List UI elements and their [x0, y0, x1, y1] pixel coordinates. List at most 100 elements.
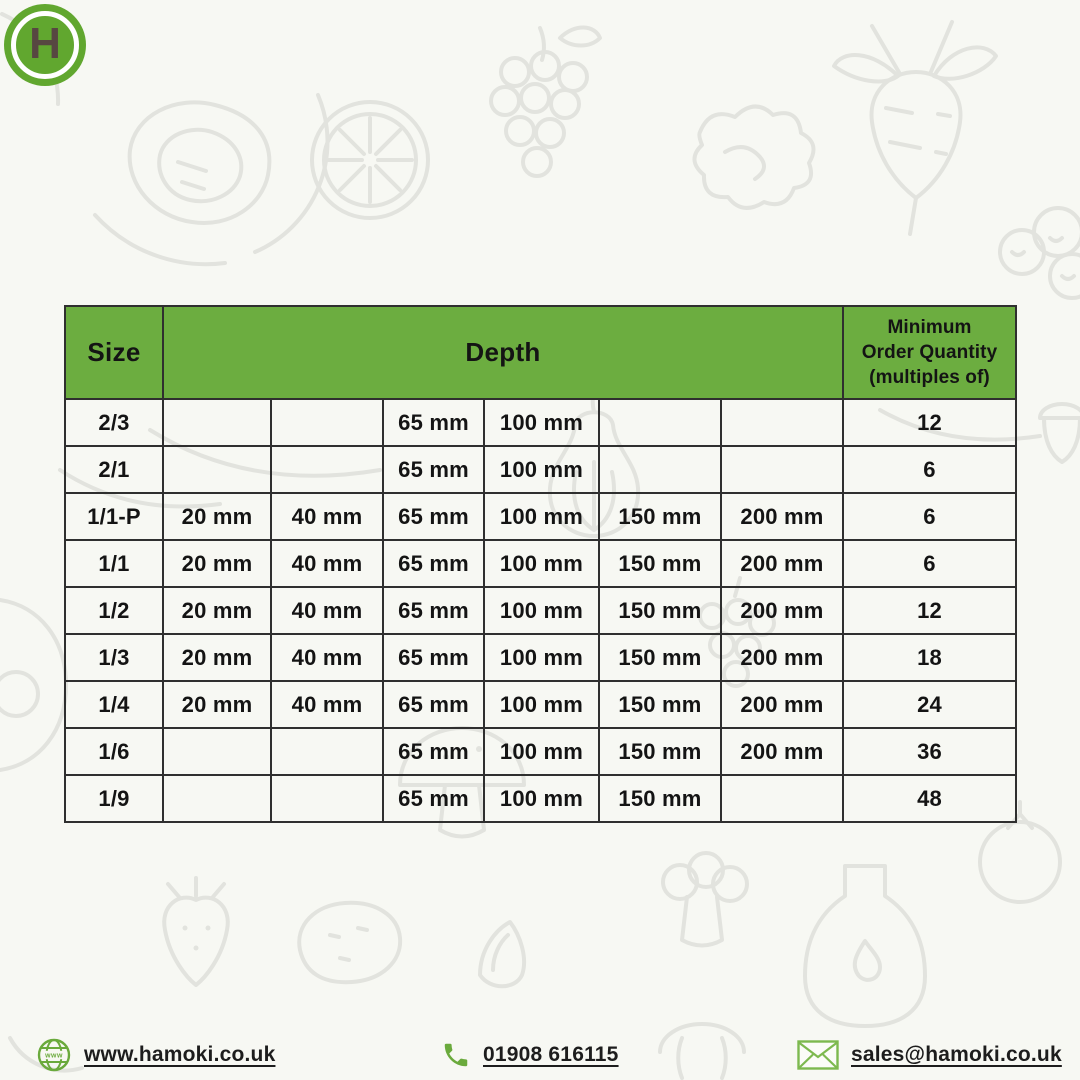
doodle-pumpkin: [658, 1022, 746, 1080]
depth-cell: 40 mm: [270, 539, 384, 588]
depth-cell: 40 mm: [270, 586, 384, 635]
moq-cell: 12: [842, 586, 1018, 635]
size-depth-table: Size Depth Minimum Order Quantity (multi…: [64, 305, 1018, 823]
depth-cell: 65 mm: [382, 680, 485, 729]
depth-cell: [598, 445, 722, 494]
depth-cell: 20 mm: [162, 586, 272, 635]
moq-header-line: (multiples of): [869, 367, 990, 389]
depth-cell: 40 mm: [270, 633, 384, 682]
depth-cell: 100 mm: [483, 586, 600, 635]
moq-cell: 12: [842, 398, 1018, 447]
size-cell: 1/1-P: [64, 492, 164, 541]
doodle-broccoli: [661, 851, 749, 948]
depth-cell: [270, 445, 384, 494]
depth-cell: 150 mm: [598, 774, 722, 823]
moq-cell: 48: [842, 774, 1018, 823]
depth-cell: [162, 398, 272, 447]
depth-cell: 100 mm: [483, 492, 600, 541]
depth-cell: 100 mm: [483, 727, 600, 776]
depth-cell: 65 mm: [382, 774, 485, 823]
depth-cell: 20 mm: [162, 492, 272, 541]
table-row: 1/4 20 mm 40 mm 65 mm 100 mm 150 mm 200 …: [64, 680, 1018, 729]
website-link[interactable]: www.hamoki.co.uk: [84, 1043, 276, 1066]
depth-cell: 100 mm: [483, 680, 600, 729]
depth-cell: [719, 445, 845, 494]
depth-cell: [162, 727, 272, 776]
depth-cell: 150 mm: [598, 539, 722, 588]
doodle-radish: [832, 20, 998, 236]
email-link[interactable]: sales@hamoki.co.uk: [851, 1043, 1062, 1066]
moq-cell: 36: [842, 727, 1018, 776]
depth-cell: 65 mm: [382, 398, 485, 447]
depth-cell: 65 mm: [382, 633, 485, 682]
hamoki-logo: H: [4, 4, 86, 86]
doodle-avocado: [0, 598, 68, 772]
size-cell: 2/3: [64, 398, 164, 447]
table-row: 1/2 20 mm 40 mm 65 mm 100 mm 150 mm 200 …: [64, 586, 1018, 635]
depth-cell: 200 mm: [719, 633, 845, 682]
depth-cell: [162, 445, 272, 494]
depth-cell: 65 mm: [382, 445, 485, 494]
envelope-icon: [797, 1040, 839, 1070]
size-cell: 1/6: [64, 727, 164, 776]
table-header-row: Size Depth Minimum Order Quantity (multi…: [64, 305, 1018, 400]
moq-cell: 6: [842, 539, 1018, 588]
depth-cell: 150 mm: [598, 586, 722, 635]
size-cell: 1/1: [64, 539, 164, 588]
table-row: 1/1 20 mm 40 mm 65 mm 100 mm 150 mm 200 …: [64, 539, 1018, 588]
doodle-strawberry: [162, 876, 230, 987]
depth-cell: [270, 727, 384, 776]
col-header-size: Size: [64, 305, 164, 400]
table-row: 1/9 65 mm 100 mm 150 mm 48: [64, 774, 1018, 823]
depth-cell: 20 mm: [162, 539, 272, 588]
size-cell: 1/4: [64, 680, 164, 729]
table-row: 1/6 65 mm 100 mm 150 mm 200 mm 36: [64, 727, 1018, 776]
table-row: 2/3 65 mm 100 mm 12: [64, 398, 1018, 447]
doodle-citrus-slice: [310, 100, 430, 220]
depth-cell: [162, 774, 272, 823]
phone-icon: [444, 1043, 468, 1067]
depth-cell: 20 mm: [162, 680, 272, 729]
col-header-moq: Minimum Order Quantity (multiples of): [842, 305, 1018, 400]
depth-cell: 150 mm: [598, 680, 722, 729]
depth-cell: 150 mm: [598, 492, 722, 541]
moq-cell: 6: [842, 445, 1018, 494]
moq-cell: 18: [842, 633, 1018, 682]
depth-cell: 100 mm: [483, 445, 600, 494]
table-row: 2/1 65 mm 100 mm 6: [64, 445, 1018, 494]
size-cell: 1/9: [64, 774, 164, 823]
globe-www-label: www: [44, 1053, 63, 1060]
depth-cell: 200 mm: [719, 727, 845, 776]
size-cell: 2/1: [64, 445, 164, 494]
depth-cell: 150 mm: [598, 633, 722, 682]
doodle-bottle: [803, 864, 927, 1028]
depth-cell: 20 mm: [162, 633, 272, 682]
depth-cell: 200 mm: [719, 492, 845, 541]
depth-cell: 65 mm: [382, 539, 485, 588]
depth-cell: 200 mm: [719, 680, 845, 729]
depth-cell: 150 mm: [598, 727, 722, 776]
hamoki-logo-ring: H: [11, 11, 79, 79]
col-header-depth: Depth: [161, 305, 845, 400]
size-cell: 1/2: [64, 586, 164, 635]
depth-cell: [598, 398, 722, 447]
footer-website: www www.hamoki.co.uk: [36, 1037, 275, 1073]
depth-cell: 40 mm: [270, 680, 384, 729]
depth-cell: 40 mm: [270, 492, 384, 541]
depth-cell: [719, 774, 845, 823]
footer-phone: 01908 616115: [441, 1037, 619, 1073]
doodle-grapes: [489, 25, 602, 178]
doodle-potato: [297, 900, 403, 985]
moq-header-line: Minimum: [887, 316, 972, 338]
depth-cell: 200 mm: [719, 586, 845, 635]
globe-icon: www: [37, 1038, 71, 1072]
phone-link[interactable]: 01908 616115: [483, 1043, 619, 1066]
table-row: 1/1-P 20 mm 40 mm 65 mm 100 mm 150 mm 20…: [64, 492, 1018, 541]
footer-email: sales@hamoki.co.uk: [797, 1037, 1062, 1073]
moq-cell: 6: [842, 492, 1018, 541]
depth-cell: 100 mm: [483, 398, 600, 447]
doodle-acorn: [1038, 402, 1080, 464]
size-cell: 1/3: [64, 633, 164, 682]
depth-cell: 65 mm: [382, 586, 485, 635]
